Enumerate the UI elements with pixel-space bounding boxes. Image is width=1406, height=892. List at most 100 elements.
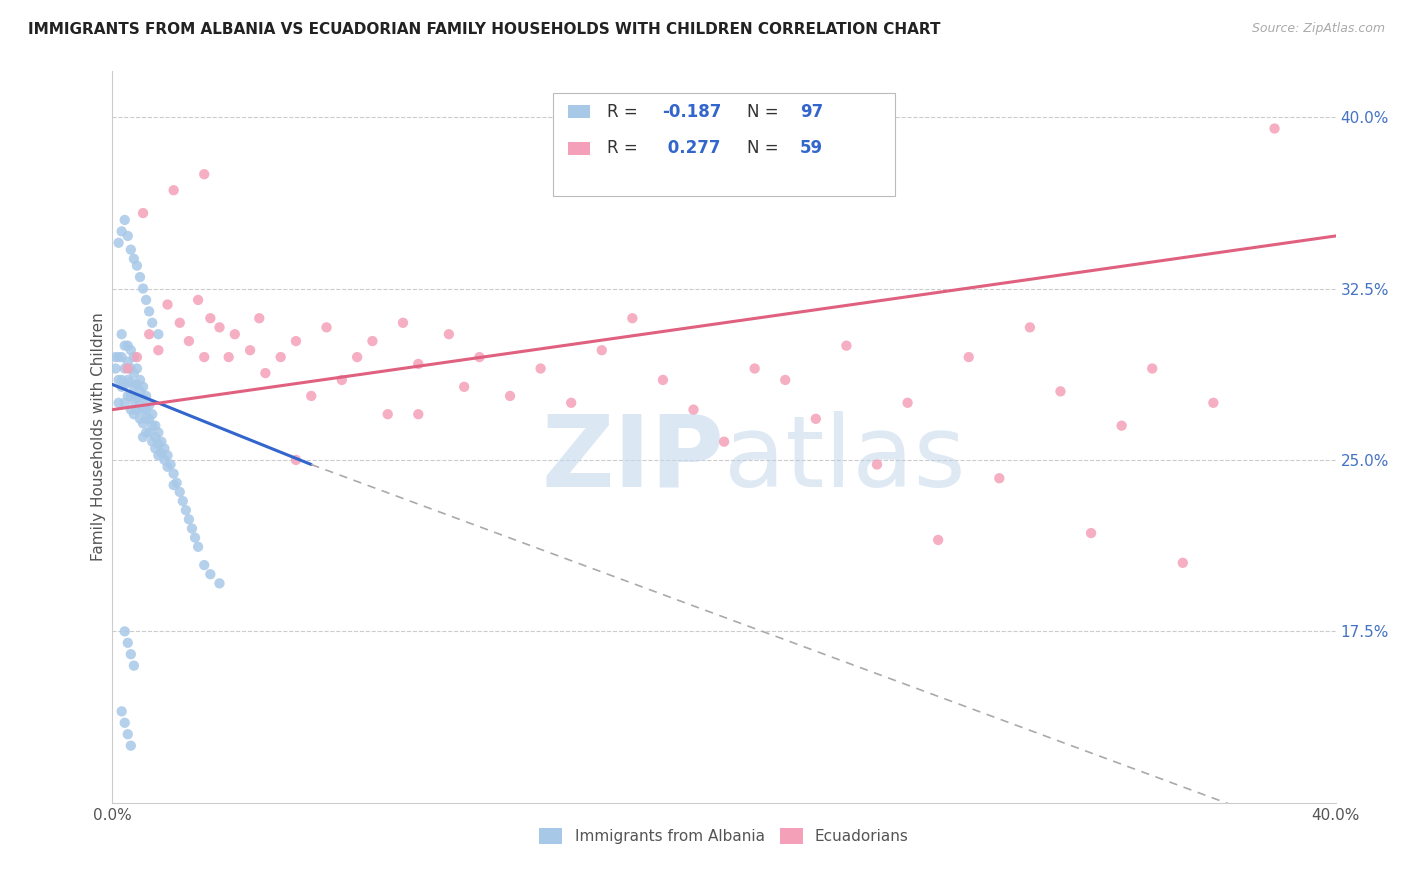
- Point: [315, 320, 337, 334]
- Point: [1171, 556, 1194, 570]
- Point: [114, 338, 136, 352]
- Point: [988, 471, 1011, 485]
- Point: [111, 350, 134, 364]
- Point: [299, 389, 322, 403]
- Point: [117, 373, 139, 387]
- Point: [218, 350, 240, 364]
- Point: [408, 357, 430, 371]
- Point: [120, 361, 142, 376]
- Point: [111, 224, 134, 238]
- Text: -0.187: -0.187: [662, 103, 721, 120]
- Point: [184, 531, 207, 545]
- Point: [1264, 121, 1286, 136]
- Point: [141, 418, 163, 433]
- Point: [187, 293, 209, 307]
- Point: [177, 512, 200, 526]
- Point: [682, 402, 704, 417]
- Point: [114, 361, 136, 376]
- Bar: [568, 105, 589, 118]
- Text: atlas: atlas: [724, 410, 966, 508]
- Point: [138, 425, 160, 440]
- Point: [132, 281, 155, 295]
- Point: [107, 373, 129, 387]
- Point: [117, 389, 139, 403]
- Point: [122, 658, 145, 673]
- Point: [141, 316, 163, 330]
- Point: [120, 739, 142, 753]
- Point: [163, 183, 186, 197]
- Point: [621, 311, 644, 326]
- Point: [153, 442, 176, 456]
- FancyBboxPatch shape: [553, 94, 896, 195]
- Point: [927, 533, 949, 547]
- Point: [346, 350, 368, 364]
- Point: [129, 398, 152, 412]
- Point: [408, 407, 430, 421]
- Point: [135, 425, 157, 440]
- Point: [499, 389, 522, 403]
- Point: [111, 327, 134, 342]
- Point: [169, 316, 191, 330]
- Point: [107, 396, 129, 410]
- Point: [163, 467, 186, 481]
- Point: [148, 437, 170, 451]
- Point: [132, 206, 155, 220]
- Point: [135, 411, 157, 425]
- Point: [804, 411, 827, 425]
- Point: [284, 453, 308, 467]
- Point: [163, 478, 186, 492]
- Point: [132, 402, 155, 417]
- Point: [270, 350, 292, 364]
- Point: [148, 425, 170, 440]
- Point: [120, 389, 142, 403]
- Point: [148, 343, 170, 358]
- Point: [208, 320, 231, 334]
- Point: [114, 715, 136, 730]
- Point: [153, 453, 176, 467]
- Point: [560, 396, 582, 410]
- Point: [117, 636, 139, 650]
- Point: [114, 624, 136, 639]
- Point: [254, 366, 277, 380]
- Point: [138, 327, 160, 342]
- Point: [135, 402, 157, 417]
- Point: [177, 334, 200, 348]
- Point: [1080, 526, 1102, 541]
- Point: [713, 434, 735, 449]
- Point: [132, 380, 155, 394]
- Point: [775, 373, 797, 387]
- Point: [135, 389, 157, 403]
- Point: [200, 311, 222, 326]
- Point: [125, 361, 148, 376]
- Point: [132, 391, 155, 405]
- Point: [114, 377, 136, 392]
- Point: [208, 576, 231, 591]
- Point: [193, 167, 215, 181]
- Y-axis label: Family Households with Children: Family Households with Children: [91, 313, 105, 561]
- Point: [129, 270, 152, 285]
- Point: [120, 647, 142, 661]
- Point: [141, 434, 163, 449]
- Point: [172, 494, 194, 508]
- Point: [187, 540, 209, 554]
- Point: [104, 361, 127, 376]
- Point: [361, 334, 384, 348]
- Point: [1111, 418, 1133, 433]
- Point: [114, 396, 136, 410]
- Point: [120, 376, 142, 390]
- Point: [897, 396, 920, 410]
- Point: [132, 417, 155, 431]
- Point: [117, 727, 139, 741]
- Point: [392, 316, 415, 330]
- Bar: [568, 142, 589, 154]
- Point: [156, 459, 179, 474]
- Point: [122, 252, 145, 266]
- Point: [148, 327, 170, 342]
- Point: [135, 293, 157, 307]
- Point: [239, 343, 262, 358]
- Point: [1018, 320, 1040, 334]
- Point: [1049, 384, 1071, 399]
- Point: [200, 567, 222, 582]
- Point: [138, 411, 160, 425]
- Point: [129, 411, 152, 425]
